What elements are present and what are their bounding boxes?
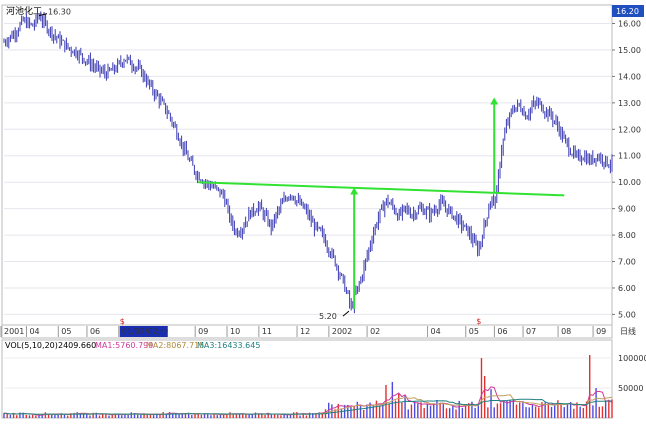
volume-bars [3, 355, 613, 418]
annotations: 16.30 5.20 [38, 8, 565, 321]
price-panel-frame [1, 4, 613, 326]
date-axis: 2001 04 05 06 01/07/02,一 09 10 11 12 2002 02 04 05 06… [0, 317, 636, 337]
price-y-tick-label: 6.00 [618, 284, 636, 293]
volume-ma-lines [3, 386, 613, 416]
date-label: 02 [370, 327, 380, 336]
vol-ma3: MA3:16433.645 [197, 341, 260, 350]
date-label: 06 [497, 327, 507, 336]
date-label: 12 [300, 327, 310, 336]
date-label: 09 [198, 327, 208, 336]
date-label: 06 [90, 327, 100, 336]
date-label: 05 [469, 327, 479, 336]
date-label: 11 [262, 327, 272, 336]
price-badge-text: 16.20 [616, 7, 639, 16]
volume-ma-5 [3, 386, 613, 416]
date-label: 08 [561, 327, 571, 336]
price-y-tick-label: 15.00 [618, 46, 641, 55]
date-label: 05 [61, 327, 71, 336]
volume-y-tick-label: 50000 [618, 384, 643, 393]
date-label: 04 [431, 327, 441, 336]
volume-panel-frame [1, 339, 613, 419]
stock-title: 河池化工 [6, 5, 42, 17]
high-label: 16.30 [48, 8, 71, 17]
date-label: 01/07/02,一 [122, 327, 168, 336]
vol-value: 2409.660 [58, 341, 96, 350]
volume-y-axis: 100000 50000 [4, 354, 646, 393]
price-y-tick-label: 11.00 [618, 152, 641, 161]
neckline [198, 181, 565, 197]
date-label: 2001 [4, 327, 24, 336]
date-label: 07 [526, 327, 536, 336]
price-series [3, 11, 613, 314]
volume-ma-10 [3, 394, 613, 416]
price-y-tick-label: 5.00 [618, 310, 636, 319]
price-y-tick-label: 10.00 [618, 178, 641, 187]
high-pointer [38, 13, 48, 17]
price-y-axis: 16.00 15.00 14.00 13.00 12.00 11.00 10.00 9.00 8… [612, 20, 641, 319]
date-label: 日线 [620, 326, 636, 336]
volume-y-tick-label: 100000 [618, 354, 646, 363]
date-label: 04 [29, 327, 39, 336]
date-label: 2002 [332, 327, 352, 336]
low-pointer [342, 310, 350, 317]
low-label: 5.20 [319, 312, 337, 321]
price-y-tick-label: 7.00 [618, 258, 636, 267]
price-gridlines [4, 23, 612, 315]
split-marker: $ [120, 317, 125, 326]
price-y-tick-label: 16.00 [618, 20, 641, 29]
price-y-tick-label: 8.00 [618, 231, 636, 240]
date-cursor-box [119, 326, 168, 337]
split-marker: $ [476, 317, 481, 326]
vol-label: VOL(5,10,20) [5, 341, 58, 350]
date-label: 10 [230, 327, 240, 336]
price-y-tick-label: 13.00 [618, 99, 641, 108]
target-arrow-head [490, 97, 499, 105]
vol-ma1: MA1:5760.799 [95, 341, 153, 350]
target-arrow-head [350, 187, 359, 195]
price-badge [612, 5, 644, 17]
price-y-tick-label: 12.00 [618, 125, 641, 134]
vol-ma2: MA2:8067.715 [146, 341, 204, 350]
price-y-tick-label: 14.00 [618, 72, 641, 81]
price-y-tick-label: 9.00 [618, 205, 636, 214]
volume-ma-20 [3, 398, 613, 415]
date-label: 09 [596, 327, 606, 336]
